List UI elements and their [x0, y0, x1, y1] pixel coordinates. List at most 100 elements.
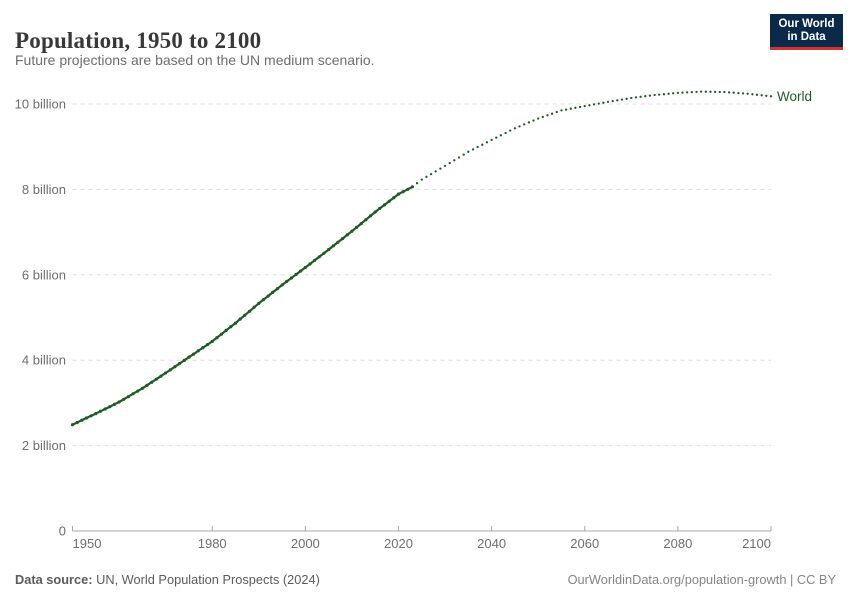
series-point-projection [718, 90, 721, 94]
series-point-projection [546, 114, 549, 117]
series-point-projection [686, 91, 689, 94]
series-point-historical [94, 412, 98, 416]
series-point-projection [550, 112, 554, 115]
series-point-historical [368, 214, 373, 218]
series-point-projection [462, 153, 465, 156]
series-point-projection [499, 134, 503, 137]
series-point-historical [70, 423, 75, 427]
series-point-historical [359, 222, 363, 226]
series-point-historical [299, 269, 303, 273]
series-point-projection [457, 156, 461, 159]
series-point-projection [648, 94, 652, 97]
series-point-historical [154, 377, 158, 381]
series-point-historical [303, 265, 307, 270]
series-point-historical [275, 287, 279, 291]
series-point-historical [210, 339, 214, 343]
owid-logo[interactable]: Our World in Data [770, 14, 843, 50]
series-point-projection [760, 94, 763, 97]
series-point-historical [266, 294, 270, 298]
series-point-projection [523, 123, 526, 126]
y-tick-label: 8 billion [22, 182, 66, 197]
series-point-projection [560, 109, 563, 112]
owid-logo-line2: in Data [787, 30, 826, 43]
series-point-historical [271, 290, 275, 294]
series-point-historical [387, 199, 391, 203]
series-point-historical [233, 321, 238, 325]
series-point-projection [467, 150, 470, 153]
x-tick-label: 2080 [663, 536, 692, 551]
series-point-historical [285, 279, 289, 284]
series-point-historical [164, 371, 168, 375]
series-point-projection [672, 92, 675, 95]
series-point-projection [765, 94, 768, 97]
series-point-projection [727, 91, 731, 94]
series-point-historical [252, 305, 256, 309]
series-point-historical [150, 380, 154, 384]
series-point-historical [313, 258, 317, 262]
series-point-projection [625, 97, 628, 100]
page-title: Population, 1950 to 2100 [15, 28, 262, 54]
series-point-projection [755, 93, 759, 96]
series-point-historical [168, 368, 172, 372]
series-point-historical [117, 400, 121, 404]
chart-subtitle: Future projections are based on the UN m… [15, 52, 375, 68]
series-point-projection [713, 90, 717, 94]
series-point-projection [704, 90, 707, 93]
series-point-projection [667, 92, 670, 95]
series-point-historical [122, 397, 126, 401]
series-point-projection [769, 95, 773, 98]
series-point-historical [75, 420, 79, 425]
data-source-text: UN, World Population Prospects (2024) [92, 572, 320, 587]
series-point-projection [606, 100, 610, 104]
y-tick-label: 0 [59, 524, 66, 539]
series-point-historical [215, 336, 219, 340]
series-point-projection [555, 110, 558, 114]
x-tick-label: 1950 [73, 536, 102, 551]
series-point-projection [639, 95, 642, 98]
series-point-historical [257, 301, 261, 305]
series-point-projection [644, 95, 647, 98]
series-point-projection [709, 90, 712, 93]
series-point-historical [378, 206, 382, 210]
series-point-projection [564, 108, 568, 111]
series-point-projection [541, 115, 544, 119]
series-label-world[interactable]: World [777, 89, 812, 104]
chart-footer: Data source: UN, World Population Prospe… [15, 572, 836, 587]
x-tick-label: 2060 [570, 536, 599, 551]
series-point-historical [373, 210, 377, 214]
series-point-projection [751, 93, 754, 96]
series-point-historical [345, 233, 349, 237]
series-point-projection [574, 106, 577, 109]
series-point-historical [317, 255, 321, 259]
series-point-projection [611, 99, 614, 103]
series-point-projection [476, 145, 479, 149]
series-point-projection [653, 93, 656, 97]
x-tick-label: 2100 [742, 536, 771, 551]
series-point-projection [695, 90, 698, 94]
series-point-projection [448, 161, 451, 165]
series-point-historical [382, 203, 387, 207]
series-point-historical [178, 361, 182, 366]
series-point-historical [103, 407, 107, 411]
series-point-projection [485, 141, 489, 144]
series-point-projection [723, 90, 726, 94]
series-point-projection [658, 93, 661, 96]
series-point-projection [597, 102, 600, 105]
license-link[interactable]: OurWorldinData.org/population-growth | C… [567, 572, 836, 587]
y-tick-label: 6 billion [22, 267, 66, 282]
series-point-historical [196, 349, 200, 353]
series-point-projection [588, 104, 591, 107]
series-point-historical [192, 352, 196, 356]
series-point-historical [243, 313, 247, 317]
series-point-historical [136, 389, 140, 393]
series-point-projection [518, 125, 521, 128]
series-point-projection [439, 167, 442, 170]
owid-logo-line1: Our World [778, 17, 835, 30]
series-point-historical [224, 328, 228, 332]
series-point-projection [471, 148, 475, 151]
series-point-historical [308, 262, 312, 266]
series-point-historical [364, 218, 368, 222]
series-point-projection [425, 175, 428, 178]
